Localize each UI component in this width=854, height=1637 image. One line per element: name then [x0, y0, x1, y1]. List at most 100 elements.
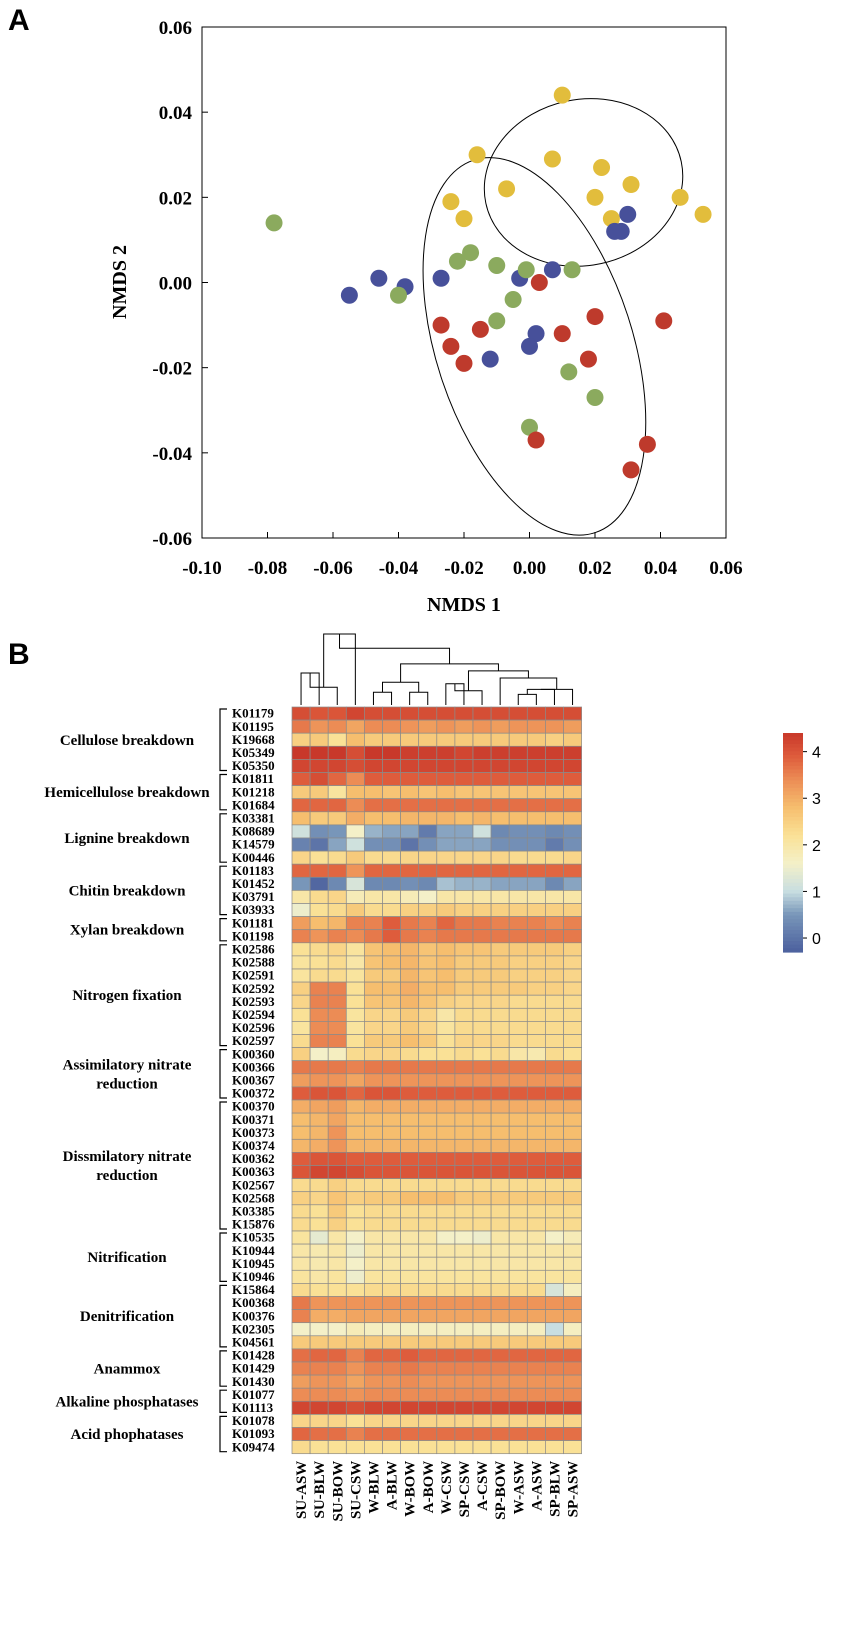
heatmap-cell	[291, 1178, 311, 1193]
heatmap-cell	[490, 955, 510, 970]
heatmap-cell	[400, 837, 420, 852]
heatmap-cell	[436, 942, 456, 957]
row-label: K01218	[232, 784, 275, 799]
heatmap-cell	[436, 1309, 456, 1324]
heatmap-cell	[400, 1374, 420, 1389]
heatmap-cell	[490, 1217, 510, 1232]
heatmap-cell	[545, 1296, 564, 1310]
heatmap-cell	[327, 1414, 347, 1428]
heatmap-cell	[327, 903, 347, 917]
red-point	[579, 350, 597, 368]
heatmap-cell	[490, 1335, 510, 1350]
heatmap-cell	[545, 850, 564, 865]
heatmap-cell	[490, 1309, 510, 1324]
heatmap-cell	[526, 1138, 546, 1153]
heatmap-cell	[545, 1322, 564, 1337]
heatmap-cell	[526, 1387, 546, 1402]
heatmap-cell	[508, 1178, 528, 1193]
heatmap-cell	[382, 772, 401, 786]
heatmap-cell	[309, 1217, 329, 1232]
heatmap-cell	[490, 929, 510, 944]
heatmap-cell	[309, 1296, 329, 1310]
heatmap-cell	[418, 1400, 438, 1415]
heatmap-cell	[345, 1125, 365, 1140]
heatmap-cell	[418, 1047, 438, 1062]
green-point	[586, 388, 604, 406]
heatmap-cell	[472, 1099, 492, 1114]
row-label: K00366	[232, 1059, 275, 1074]
heatmap-cell	[400, 890, 420, 904]
heatmap-cell	[309, 903, 329, 917]
heatmap-cell	[345, 1414, 365, 1428]
heatmap-cell	[400, 824, 420, 839]
heatmap-cell	[418, 1034, 438, 1048]
heatmap-cell	[418, 1256, 438, 1271]
heatmap-cell	[545, 798, 564, 813]
yellow-point	[455, 210, 473, 228]
colorbar: 0 1 2 3 4	[783, 733, 821, 953]
heatmap-cell	[382, 1125, 401, 1140]
heatmap-cell	[490, 1387, 510, 1402]
heatmap-cell	[490, 1322, 510, 1337]
heatmap-cell	[508, 785, 528, 800]
heatmap-cell	[472, 981, 492, 996]
heatmap-cell	[490, 1060, 510, 1075]
heatmap-cell	[364, 1099, 383, 1114]
heatmap-cell	[291, 1440, 311, 1455]
heatmap-cell	[382, 745, 401, 760]
heatmap-cell	[418, 1414, 438, 1428]
heatmap-cell	[400, 1112, 420, 1127]
heatmap-cell	[400, 1269, 420, 1284]
heatmap-cell	[526, 1309, 546, 1324]
heatmap-cell	[400, 850, 420, 865]
heatmap-cell	[327, 968, 347, 983]
heatmap-cell	[454, 1414, 474, 1428]
row-label: K02588	[232, 955, 275, 970]
heatmap-cell	[291, 1322, 311, 1337]
heatmap-cell	[291, 1414, 311, 1428]
heatmap-cell	[454, 1361, 474, 1376]
heatmap-cell	[364, 1243, 383, 1258]
column-label: SU-BLW	[312, 1461, 328, 1519]
heatmap-cell	[291, 981, 311, 996]
heatmap-cell	[545, 916, 564, 931]
colorbar-swatch	[783, 915, 803, 920]
heatmap-cell	[327, 1335, 347, 1350]
heatmap-cell	[563, 942, 582, 957]
heatmap-cell	[436, 1269, 456, 1284]
heatmap-cell	[400, 1086, 420, 1101]
green-point	[560, 363, 578, 381]
heatmap-cell	[364, 1440, 383, 1455]
heatmap-cell	[526, 811, 546, 826]
heatmap-cell	[472, 890, 492, 904]
heatmap-cell	[327, 1152, 347, 1166]
heatmap-cell	[454, 1256, 474, 1271]
heatmap-cell	[472, 1348, 492, 1363]
heatmap-cell	[454, 1021, 474, 1035]
heatmap-cell	[291, 1283, 311, 1297]
heatmap-cell	[345, 1138, 365, 1153]
heatmap-cell	[345, 1178, 365, 1193]
heatmap-cell	[418, 863, 438, 878]
heatmap-cell	[418, 1374, 438, 1389]
y-tick-label: 0.04	[159, 103, 193, 124]
heatmap-cell	[563, 745, 582, 760]
heatmap-cell	[291, 929, 311, 944]
heatmap-cell	[436, 1400, 456, 1415]
heatmap-cell	[490, 1243, 510, 1258]
heatmap-cell	[382, 903, 401, 917]
heatmap-cell	[563, 1387, 582, 1402]
heatmap-cell	[382, 1230, 401, 1245]
y-tick-label: 0.06	[159, 18, 192, 39]
colorbar-swatch	[783, 922, 803, 928]
heatmap-cell	[563, 1309, 582, 1324]
heatmap-cell	[545, 706, 564, 721]
heatmap-cell	[472, 785, 492, 800]
heatmap-cell	[508, 1034, 528, 1048]
heatmap-cell	[382, 1217, 401, 1232]
group-bracket	[219, 1232, 227, 1282]
heatmap-cell	[291, 1243, 311, 1258]
row-label: K01093	[232, 1426, 275, 1441]
group-label: Hemicellulose breakdown	[44, 785, 210, 801]
heatmap-cell	[309, 1178, 329, 1193]
